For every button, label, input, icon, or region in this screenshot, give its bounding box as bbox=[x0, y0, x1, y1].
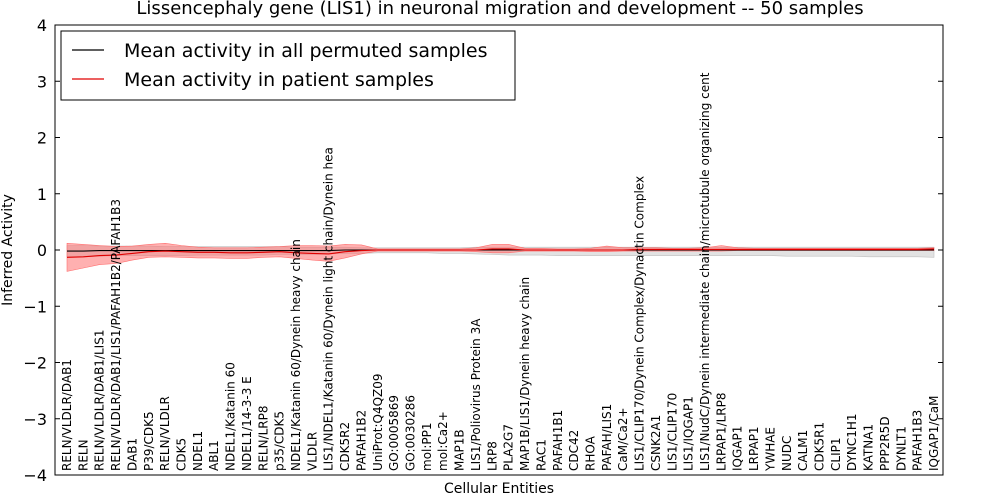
category-label: DAB1 bbox=[125, 438, 139, 471]
category-label: IQGAP1 bbox=[731, 426, 745, 471]
plot-frame bbox=[54, 24, 944, 476]
category-label: PAFAH/LIS1 bbox=[600, 404, 614, 471]
legend-box bbox=[60, 30, 516, 101]
category-label: PAFAH1B1 bbox=[551, 410, 565, 471]
category-label: RELN bbox=[76, 439, 90, 471]
category-label: PLA2G7 bbox=[502, 424, 516, 471]
category-label: NDEL1 bbox=[191, 431, 205, 471]
x-axis-label: Cellular Entities bbox=[444, 481, 554, 497]
category-label: YWHAE bbox=[763, 427, 777, 472]
category-label: RELN/VLDLR bbox=[158, 396, 172, 471]
category-label: MAP1B bbox=[453, 429, 467, 471]
legend-label-patient: Mean activity in patient samples bbox=[124, 69, 434, 91]
y-tick-label: 3 bbox=[37, 72, 47, 91]
category-label: NDEL1/Katanin 60 bbox=[224, 362, 238, 471]
category-label: IQGAP1/CaM bbox=[927, 396, 941, 472]
category-labels: RELN/VLDLR/DAB1 RELN RELN/VLDLR/DAB1/LIS1 R… bbox=[60, 72, 941, 472]
category-label: CDK5R2 bbox=[338, 422, 352, 471]
category-label: P39/CDK5 bbox=[142, 411, 156, 471]
category-label: CDC42 bbox=[567, 430, 581, 471]
category-label: NDEL1/14-3-3 E bbox=[240, 376, 254, 471]
y-tick-label: −2 bbox=[23, 354, 47, 373]
category-label: RAC1 bbox=[534, 439, 548, 471]
category-label: LIS1/NDEL1/Katanin 60/Dynein light chain… bbox=[322, 147, 336, 471]
category-label: CLIP1 bbox=[829, 438, 843, 471]
category-label: RHOA bbox=[584, 435, 598, 471]
category-label: RELN/VLDLR/DAB1 bbox=[60, 359, 74, 471]
category-label: DYNLT1 bbox=[894, 426, 908, 471]
category-label: LRPAP1 bbox=[747, 426, 761, 471]
y-axis-label: Inferred Activity bbox=[0, 194, 16, 306]
legend: Mean activity in all permuted samples Me… bbox=[60, 30, 516, 101]
y-tick-label: 1 bbox=[37, 185, 47, 204]
category-label: CaM/Ca2+ bbox=[616, 407, 630, 471]
category-label: RELN/VLDLR/DAB1/LIS1 bbox=[93, 330, 107, 471]
category-label: CALM1 bbox=[796, 430, 810, 471]
chart-title: Lissencephaly gene (LIS1) in neuronal mi… bbox=[136, 0, 863, 19]
category-label: mol:PP1 bbox=[420, 422, 434, 471]
category-label: GO:0030286 bbox=[404, 395, 418, 471]
category-label: mol:Ca2+ bbox=[436, 411, 450, 471]
category-label: p35/CDK5 bbox=[273, 411, 287, 471]
category-label: PAFAH1B3 bbox=[911, 410, 925, 471]
patient-mean-line bbox=[66, 248, 935, 258]
category-label: CDK5 bbox=[175, 438, 189, 471]
category-label: ABL1 bbox=[207, 440, 221, 471]
category-label: LRP8 bbox=[485, 441, 499, 471]
category-label: PPP2R5D bbox=[878, 416, 892, 471]
category-label: MAP1B/LIS1/Dynein heavy chain bbox=[518, 277, 532, 471]
category-label: KATNA1 bbox=[862, 424, 876, 471]
series-lines bbox=[66, 248, 935, 258]
category-label: VLDLR bbox=[305, 432, 319, 471]
category-label: PAFAH1B2 bbox=[355, 410, 369, 471]
category-label: RELN/LRP8 bbox=[256, 405, 270, 471]
category-label: RELN/VLDLR/DAB1/LIS1/PAFAH1B2/PAFAH1B3 bbox=[109, 199, 123, 471]
category-label: NUDC bbox=[780, 436, 794, 471]
category-label: UniProt:Q4QZ09 bbox=[371, 373, 385, 471]
category-label: LIS1/CLIP170 bbox=[665, 393, 679, 471]
category-label: DYNC1H1 bbox=[845, 413, 859, 471]
category-label: NDEL1/Katanin 60/Dynein heavy chain bbox=[289, 239, 303, 471]
category-label: LIS1/IQGAP1 bbox=[682, 396, 696, 471]
category-label: GO:0005869 bbox=[387, 395, 401, 471]
category-label: CDK5R1 bbox=[813, 422, 827, 471]
legend-label-permuted: Mean activity in all permuted samples bbox=[124, 40, 487, 62]
y-tick-label: 0 bbox=[37, 241, 47, 260]
y-tick-label: 4 bbox=[37, 16, 47, 35]
category-label: LIS1/Poliovirus Protein 3A bbox=[469, 318, 483, 471]
permuted-mean-line bbox=[67, 249, 934, 252]
y-tick-label: −3 bbox=[23, 410, 47, 429]
y-tick-label: −1 bbox=[23, 297, 47, 316]
category-label: LRPAP1/LRP8 bbox=[714, 392, 728, 471]
category-label: CSNK2A1 bbox=[649, 415, 663, 471]
y-tick-label: 2 bbox=[37, 129, 47, 148]
y-tick-label: −4 bbox=[23, 466, 47, 485]
category-label: LIS1/CLIP170/Dynein Complex/Dynactin Com… bbox=[633, 176, 647, 471]
category-label: LIS1/NudC/Dynein intermediate chain/micr… bbox=[698, 72, 712, 471]
